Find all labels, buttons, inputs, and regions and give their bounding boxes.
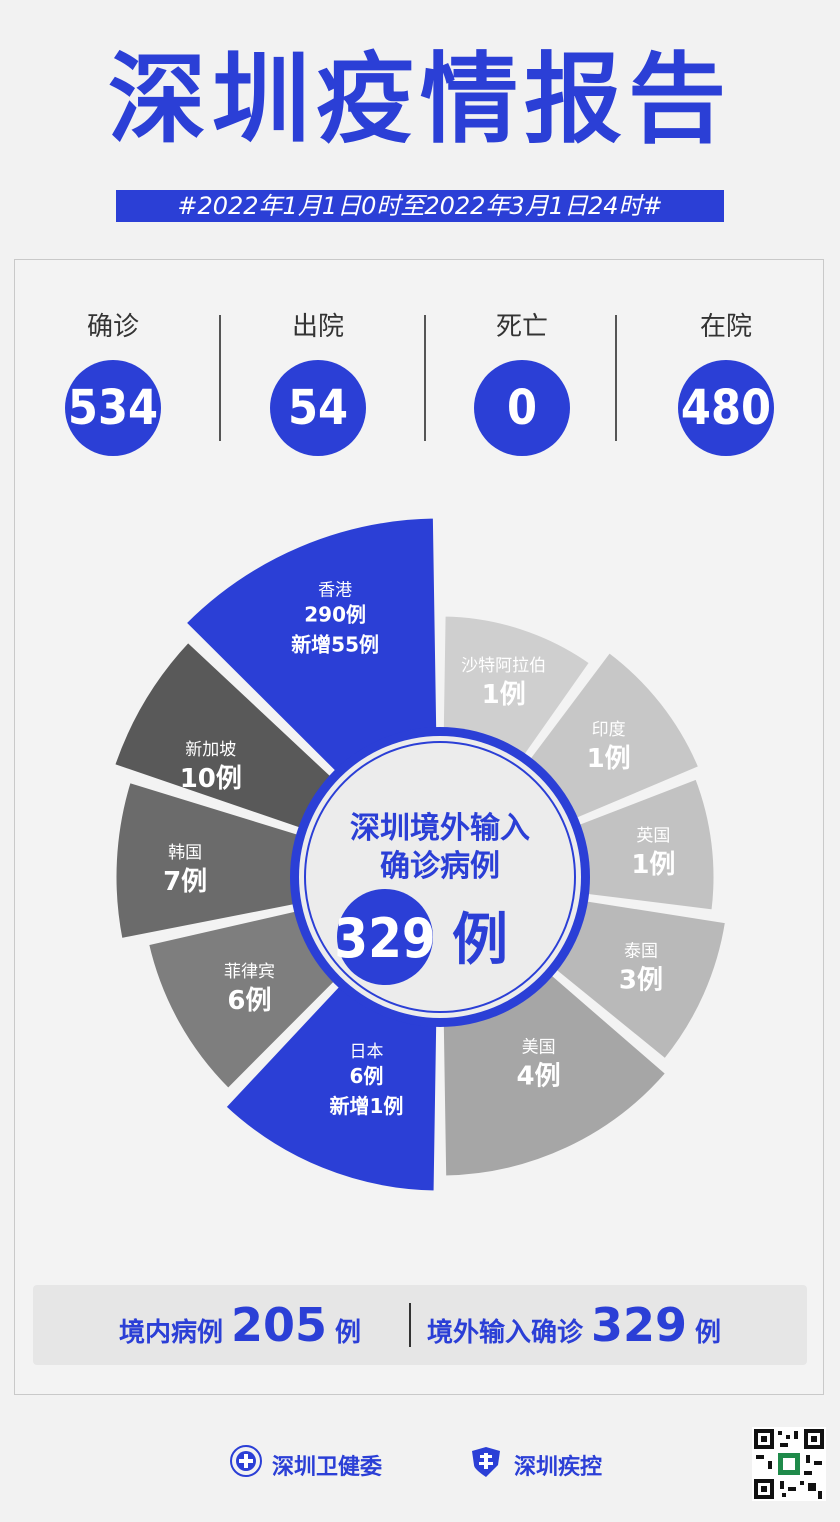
slice-value-label: 290例 (304, 602, 366, 626)
slice-value-label: 6例 (227, 986, 271, 1016)
slice-value-label: 1例 (482, 680, 526, 710)
stat-divider (219, 315, 221, 441)
stat-label: 出院 (291, 312, 344, 342)
domestic-unit: 例 (335, 1318, 362, 1348)
footer-org1-name: 深圳卫健委 (272, 1455, 383, 1480)
cdc-shield-icon (468, 1445, 504, 1491)
import-summary: 境外输入确诊 329 例 (427, 1285, 721, 1365)
report-card: 确诊 534 出院 54 死亡 0 在院 480 香港 290例新增55例沙特阿拉… (14, 259, 824, 1395)
stat-label: 在院 (699, 312, 752, 342)
slice-category-label: 沙特阿拉伯 (461, 656, 546, 676)
slice-category-label: 香港 (318, 580, 352, 600)
stat-divider (424, 315, 426, 441)
center-line2: 确诊病例 (380, 849, 500, 884)
domestic-label: 境内病例 (119, 1318, 224, 1348)
slice-annotation-label: 新增55例 (291, 632, 379, 656)
slice-category-label: 英国 (636, 826, 670, 846)
slice-category-label: 印度 (592, 720, 626, 740)
slice-category-label: 新加坡 (185, 740, 236, 760)
slice-value-label: 10例 (180, 764, 242, 794)
slice-category-label: 菲律宾 (224, 962, 275, 982)
stat-value: 54 (270, 360, 366, 456)
slice-category-label: 美国 (522, 1037, 556, 1057)
slice-category-label: 泰国 (624, 941, 658, 961)
health-commission-logo-icon (230, 1445, 262, 1491)
slice-value-label: 3例 (619, 965, 663, 995)
center-thin-ring (304, 741, 576, 1013)
footer-org2-name: 深圳疾控 (514, 1455, 603, 1480)
slice-value-label: 1例 (587, 744, 631, 774)
stat-value: 0 (474, 360, 570, 456)
qr-code-icon (752, 1427, 826, 1501)
summary-divider (409, 1303, 411, 1347)
summary-bar: 境内病例 205 例 境外输入确诊 329 例 (33, 1285, 807, 1365)
stat-label: 死亡 (495, 312, 548, 342)
slice-value-label: 1例 (631, 850, 675, 880)
slice-value-label: 4例 (517, 1061, 561, 1091)
stat-label: 确诊 (86, 312, 139, 342)
center-line1: 深圳境外输入 (350, 811, 530, 846)
stat-hospitalized: 在院 480 (656, 312, 796, 456)
import-value: 329 (591, 1298, 688, 1352)
slice-category-label: 韩国 (168, 843, 202, 863)
stat-value: 480 (678, 360, 774, 456)
center-number: 329 (334, 907, 435, 970)
import-cases-pie-chart: 香港290例新增55例沙特阿拉伯1例印度1例英国1例泰国3例美国4例日本6例新增… (111, 515, 729, 1194)
stat-value: 534 (65, 360, 161, 456)
stat-divider (615, 315, 617, 441)
slice-annotation-label: 新增1例 (330, 1094, 404, 1118)
stat-discharged: 出院 54 (248, 312, 388, 456)
import-label: 境外输入确诊 (427, 1318, 584, 1348)
center-badge: 深圳境外输入 确诊病例 329 例 (290, 727, 590, 1027)
slice-value-label: 7例 (163, 867, 207, 897)
footer-org2: 深圳疾控 (468, 1445, 602, 1485)
slice-value-label: 6例 (350, 1064, 384, 1088)
center-number-circle (337, 889, 433, 985)
stat-deaths: 死亡 0 (452, 312, 592, 456)
import-unit: 例 (695, 1318, 722, 1348)
domestic-summary: 境内病例 205 例 (119, 1285, 361, 1365)
domestic-value: 205 (231, 1298, 328, 1352)
footer-org1: 深圳卫健委 (230, 1445, 382, 1485)
date-range-banner: #2022年1月1日0时至2022年3月1日24时# (116, 190, 724, 222)
slice-category-label: 日本 (349, 1042, 383, 1062)
page-title: 深圳疫情报告 (107, 43, 732, 157)
stat-confirmed: 确诊 534 (43, 312, 183, 456)
center-unit: 例 (452, 908, 508, 973)
